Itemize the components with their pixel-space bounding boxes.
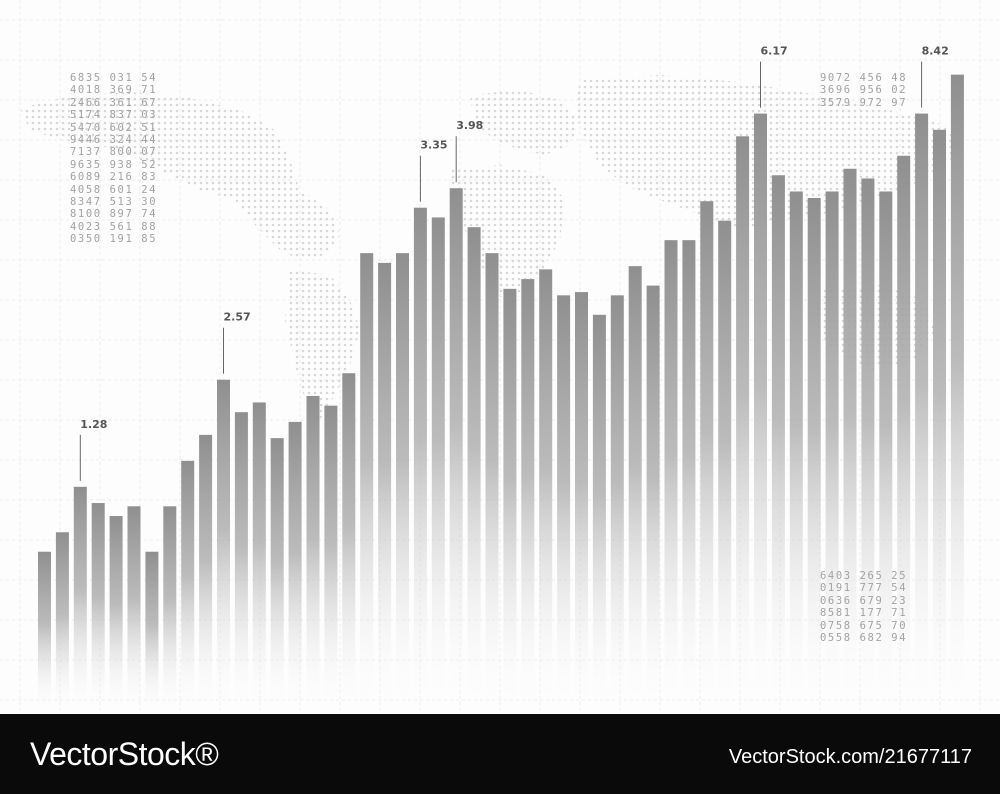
bar [861, 178, 875, 714]
bar [217, 379, 230, 714]
bar [449, 188, 463, 714]
bar [843, 168, 857, 714]
callout-label: 3.98 [456, 119, 483, 132]
image-id-text: VectorStock.com/21677117 [728, 746, 972, 768]
number-row: 4018 369 71 [70, 84, 158, 97]
bar [199, 434, 213, 714]
footer-bar: VectorStock® VectorStock.com/21677117 [0, 714, 1000, 794]
callout-label: 6.17 [761, 45, 788, 58]
bar [109, 516, 123, 714]
bar [431, 217, 445, 714]
number-row: 5470 602 51 [70, 121, 158, 134]
bar [592, 314, 606, 714]
bar-chart: 1.28 2.57 3.35 3.98 6.17 8.42 [0, 0, 1000, 714]
vectorstock-logo: VectorStock® [30, 736, 219, 772]
bar [754, 113, 767, 714]
bar [682, 240, 696, 714]
bar [145, 551, 159, 714]
bar [933, 129, 946, 714]
bar [610, 295, 624, 714]
bar [807, 197, 821, 714]
chart-canvas: 1.28 2.57 3.35 3.98 6.17 8.42 6835 031 54 4018… [0, 0, 1000, 714]
number-row: 8581 177 71 [820, 607, 908, 620]
number-row: 8100 897 74 [70, 208, 158, 221]
bar [521, 279, 535, 714]
number-row: 6403 265 25 [820, 570, 908, 582]
bar [413, 207, 427, 714]
bar [897, 155, 911, 714]
bar [306, 395, 320, 714]
bar [736, 136, 750, 714]
number-row: 0191 777 54 [820, 582, 908, 595]
bar [91, 503, 105, 714]
bar [342, 373, 356, 714]
bar [127, 506, 141, 714]
bar [270, 438, 284, 714]
bar [557, 295, 571, 714]
number-row: 0636 679 23 [820, 594, 908, 607]
callout-label: 2.57 [224, 311, 251, 324]
number-row: 9446 324 44 [70, 134, 158, 147]
number-row: 5174 837 03 [70, 109, 158, 122]
bar [38, 551, 51, 714]
number-row: 6089 216 83 [70, 171, 158, 184]
bar [646, 285, 660, 714]
bar [718, 220, 732, 714]
bar [915, 113, 929, 714]
callout-label: 3.35 [420, 139, 447, 152]
bar [628, 266, 642, 714]
bar [825, 191, 839, 714]
number-row: 9072 456 48 [820, 72, 908, 84]
number-row: 7137 800 07 [70, 146, 158, 159]
number-block-top-right: 9072 456 48 3696 956 02 3579 972 97 [820, 72, 907, 109]
bar [252, 402, 266, 714]
bar [789, 191, 803, 714]
bar [575, 292, 588, 714]
bar [485, 253, 499, 714]
number-row: 2466 361 67 [70, 96, 158, 109]
bar [181, 460, 195, 714]
bar [503, 288, 517, 714]
bar [55, 532, 69, 714]
number-block-bottom-right: 6403 265 25 0191 777 54 0636 679 23 8581 17… [820, 570, 907, 644]
bar [163, 506, 177, 714]
number-row: 4058 601 24 [70, 183, 158, 196]
bar [879, 191, 893, 714]
bar [771, 175, 785, 714]
bar [700, 201, 714, 714]
bar [324, 405, 338, 714]
bar [288, 421, 302, 714]
number-row: 6835 031 54 [70, 72, 158, 84]
bar [950, 74, 964, 714]
number-row: 8347 513 30 [70, 196, 158, 209]
callout-label: 1.28 [80, 418, 107, 431]
bar [664, 240, 678, 714]
bar [73, 486, 87, 714]
number-row: 9635 938 52 [70, 158, 158, 171]
callouts-group: 1.28 2.57 3.35 3.98 6.17 8.42 [79, 45, 949, 481]
bar [378, 262, 392, 714]
bar [467, 227, 481, 714]
callout-label: 8.42 [922, 45, 949, 58]
bar [360, 253, 374, 714]
number-row: 3696 956 02 [820, 84, 908, 97]
bars-group [38, 74, 964, 714]
number-block-top-left: 6835 031 54 4018 369 71 2466 361 67 5174 83… [70, 72, 157, 246]
bar [234, 412, 248, 714]
number-row: 0558 682 94 [820, 632, 908, 645]
number-row: 3579 972 97 [820, 96, 908, 109]
bar [396, 253, 409, 714]
number-row: 4023 561 88 [70, 220, 158, 233]
number-row: 0758 675 70 [820, 619, 908, 632]
number-row: 0350 191 85 [70, 233, 158, 246]
bar [539, 269, 553, 714]
